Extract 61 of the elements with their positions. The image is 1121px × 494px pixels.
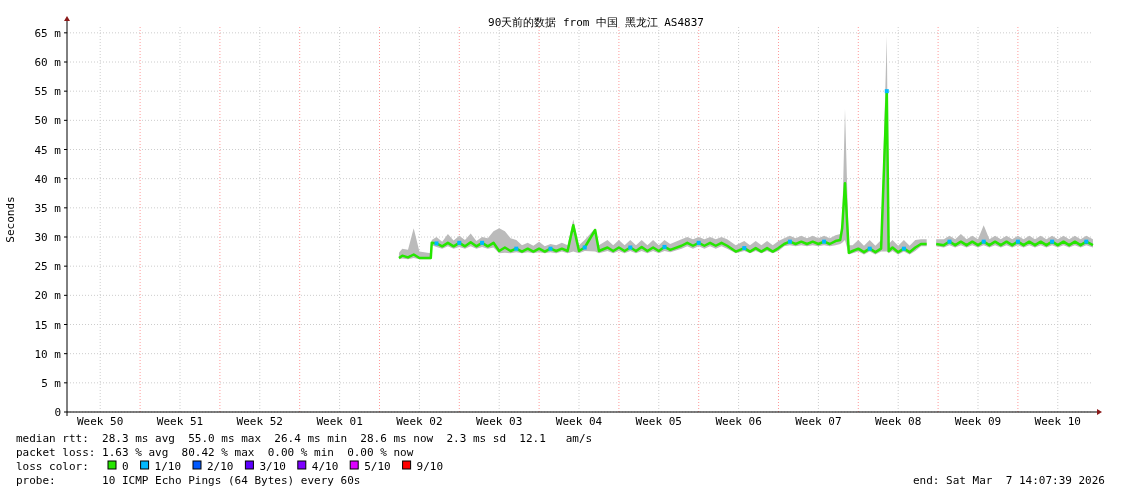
x-tick-label: Week 08 [875,415,922,428]
x-tick-label: Week 50 [77,415,124,428]
point [1084,239,1089,244]
y-tick-label: 15 m [34,318,62,332]
point [787,239,792,244]
x-tick-label: Week 52 [236,415,283,428]
y-tick-label: 10 m [34,347,62,361]
y-tick-label: 45 m [34,143,62,157]
point [434,241,439,246]
x-tick-label: Week 05 [635,415,682,428]
x-tick-label: Week 10 [1034,415,1081,428]
point [742,246,747,251]
legend-label: 9/10 [416,460,444,473]
point [457,240,462,245]
point [514,246,519,251]
legend-label: 0 [122,460,129,473]
point [867,246,872,251]
point [662,244,667,249]
text: end: Sat Mar 7 14:07:39 2026 [912,474,1105,487]
point [1050,239,1055,244]
point [822,239,827,244]
x-tick-label: Week 03 [476,415,523,428]
y-tick-label: 65 m [34,26,62,40]
point [480,240,485,245]
x-tick-label: Week 09 [954,415,1002,428]
legend-label: 4/10 [311,460,339,473]
x-tick-label: Week 02 [396,415,443,428]
legend-label: 5/10 [364,460,391,473]
x-tick-label: Week 01 [316,415,363,428]
y-tick-label: 35 m [34,201,62,215]
point [901,246,906,251]
text: median rtt: 28.3 ms avg 55.0 ms max 26.4 ms min 28.6 ms now 2.3 ms sd 12.1 am/s [16,432,593,445]
y-tick-label: 25 m [34,260,62,274]
legend-label: 3/10 [259,460,286,473]
y-tick-label: 55 m [34,85,62,99]
y-tick-label: 60 m [34,56,62,69]
legend-title: loss color: [16,460,89,473]
point [1015,239,1020,244]
point [981,239,986,244]
legend-label: 1/10 [154,460,182,473]
chart-title: 90天前的数据 from 中国 黑龙江 AS4837 [488,16,704,29]
x-tick-label: Week 07 [795,415,842,428]
y-tick-label: 5 m [41,376,62,390]
point [628,245,633,250]
text: probe: 10 ICMP Echo Pings (64 Bytes) every 60s [16,474,361,487]
x-tick-label: Week 06 [715,415,762,428]
y-tick-label: 20 m [34,289,62,303]
y-tick-label: 50 m [34,114,62,128]
text: packet loss: 1.63 % avg 80.42 % max 0.00 % min 0.00 % now [16,446,414,459]
x-tick-label: Week 04 [555,415,603,428]
point [947,239,952,244]
point [884,89,889,94]
y-tick-label: 40 m [34,172,62,186]
y-tick-label: 0 [54,406,61,419]
point [696,240,701,245]
legend-label: 2/10 [207,460,234,473]
point [582,245,587,250]
y-axis-title: Seconds [4,196,17,243]
y-tick-label: 30 m [34,231,62,244]
point [548,246,553,251]
x-tick-label: Week 51 [156,415,204,428]
